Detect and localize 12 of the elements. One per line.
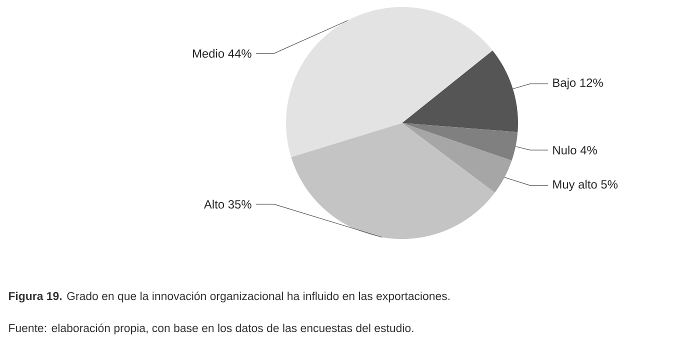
data-label: 44% <box>228 49 252 58</box>
data-label: 12% <box>580 78 603 87</box>
slice-label: Nulo <box>553 146 576 154</box>
text: Figura 19. Grado en que la innovación organizacional ha influido en las exportaciones. <box>8 292 450 302</box>
slice-label: Medio <box>192 49 224 58</box>
source-note: Fuente: elaboración propia, con base en los datos de las encuestas del estudio. <box>9 324 414 334</box>
data-label: 4% <box>580 146 597 154</box>
slice-label: Alto <box>204 200 224 209</box>
data-label: 35% <box>228 200 252 209</box>
slice-label: Muy alto <box>553 180 597 191</box>
slice-label: Bajo <box>553 78 576 90</box>
data-label: 5% <box>601 180 618 189</box>
